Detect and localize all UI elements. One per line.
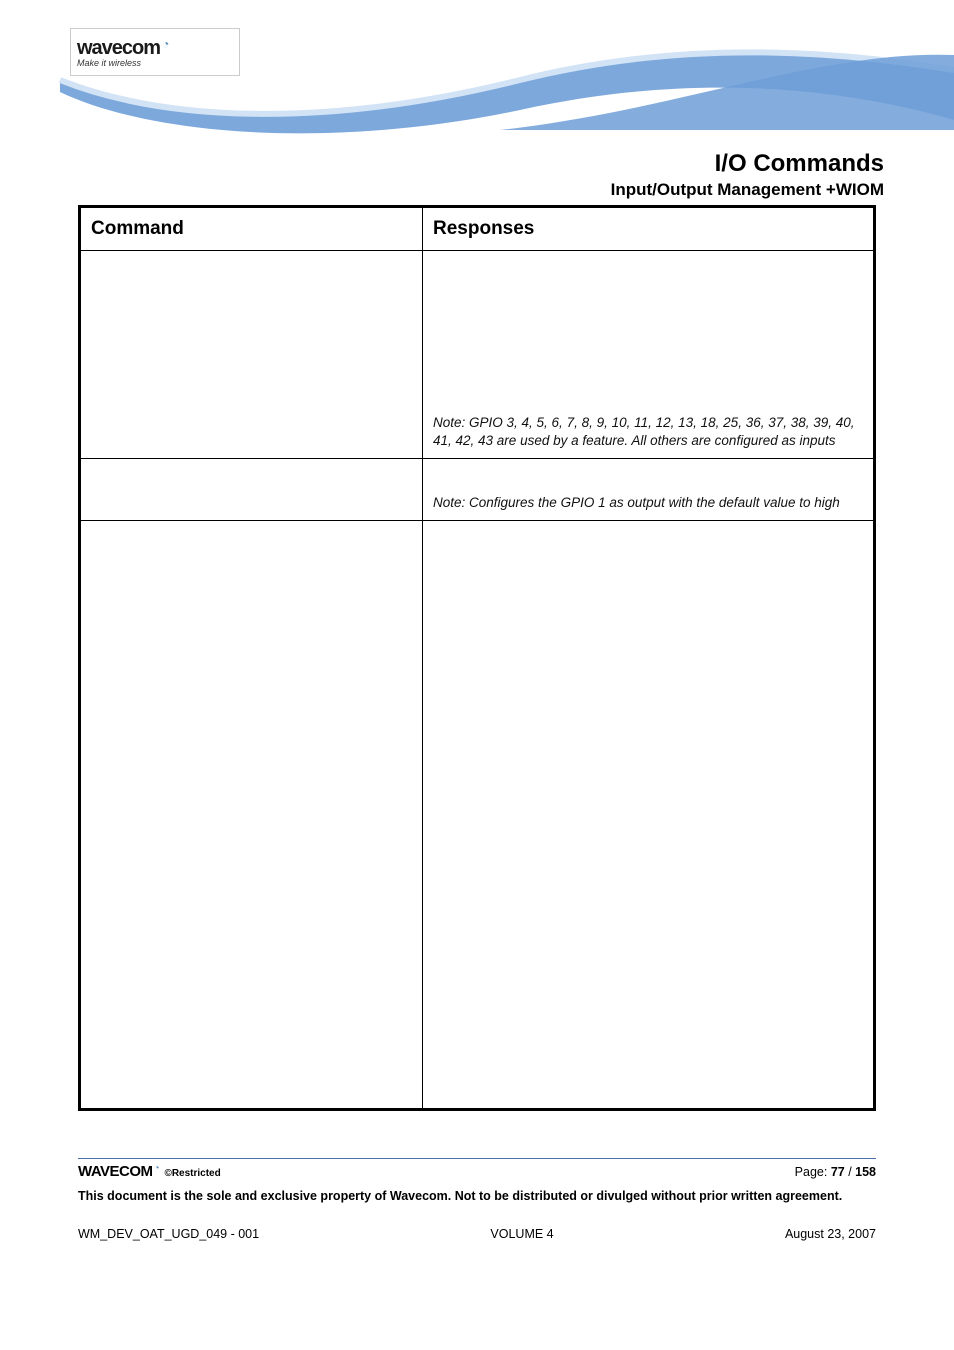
table-header-row: Command Responses — [81, 208, 874, 251]
response-note: Note: Configures the GPIO 1 as output wi… — [433, 494, 863, 512]
page-total: 158 — [855, 1165, 876, 1179]
page-subtitle: Input/Output Management +WIOM — [611, 180, 884, 200]
footer-disclaimer: This document is the sole and exclusive … — [78, 1188, 876, 1205]
page-header: wavecom ◔ Make it wireless — [0, 0, 954, 140]
brand-name-text: wavecom — [77, 37, 160, 60]
footer-logo: WAVECOM ◔ — [78, 1163, 159, 1180]
footer-rule — [78, 1158, 876, 1159]
footer-logo-mark-icon: ◔ — [154, 1163, 160, 1174]
footer-line-3: WM_DEV_OAT_UGD_049 - 001 VOLUME 4 August… — [78, 1227, 876, 1241]
col-header-responses: Responses — [423, 208, 874, 251]
page-label: Page: — [795, 1165, 831, 1179]
brand-mark-icon: ◔ — [162, 37, 168, 51]
col-header-command: Command — [81, 208, 423, 251]
command-table: Command Responses Note: GPIO 3, 4, 5, 6,… — [78, 205, 876, 1111]
table-row: Note: Configures the GPIO 1 as output wi… — [81, 459, 874, 521]
cell-command — [81, 521, 423, 1109]
page-title: I/O Commands — [611, 150, 884, 178]
response-note: Note: GPIO 3, 4, 5, 6, 7, 8, 9, 10, 11, … — [433, 414, 863, 450]
page-current: 77 — [831, 1165, 845, 1179]
brand-logo: wavecom ◔ Make it wireless — [70, 28, 240, 76]
footer-restricted: ©Restricted — [164, 1168, 220, 1179]
footer-left: WAVECOM ◔ ©Restricted — [78, 1163, 221, 1180]
footer-page: Page: 77 / 158 — [795, 1165, 876, 1179]
table-row — [81, 521, 874, 1109]
doc-id: WM_DEV_OAT_UGD_049 - 001 — [78, 1227, 259, 1241]
page-sep: / — [845, 1165, 855, 1179]
brand-tagline: Make it wireless — [77, 58, 239, 68]
page-titles: I/O Commands Input/Output Management +WI… — [611, 150, 884, 200]
page-footer: WAVECOM ◔ ©Restricted Page: 77 / 158 Thi… — [78, 1158, 876, 1241]
cell-response: Note: GPIO 3, 4, 5, 6, 7, 8, 9, 10, 11, … — [423, 251, 874, 459]
cell-response — [423, 521, 874, 1109]
cell-command — [81, 459, 423, 521]
brand-name: wavecom ◔ — [77, 37, 239, 60]
cell-command — [81, 251, 423, 459]
footer-line-1: WAVECOM ◔ ©Restricted Page: 77 / 158 — [78, 1163, 876, 1180]
doc-volume: VOLUME 4 — [490, 1227, 553, 1241]
table-row: Note: GPIO 3, 4, 5, 6, 7, 8, 9, 10, 11, … — [81, 251, 874, 459]
doc-date: August 23, 2007 — [785, 1227, 876, 1241]
footer-logo-text: WAVECOM — [78, 1163, 153, 1180]
cell-response: Note: Configures the GPIO 1 as output wi… — [423, 459, 874, 521]
